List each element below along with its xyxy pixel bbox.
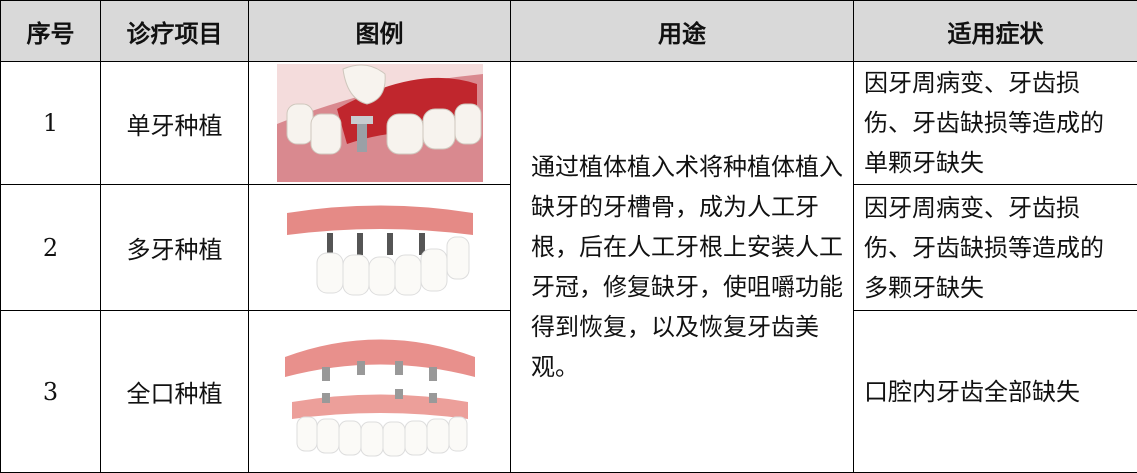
- header-cell: 图例: [248, 0, 511, 62]
- row-number: 3: [0, 310, 101, 473]
- full-implant-illustration: [284, 339, 475, 456]
- multi-implant-illustration: [286, 205, 473, 295]
- treatment-name: 全口种植: [100, 310, 249, 473]
- row: 1 单牙种植 通过植体植入术将种植体植入缺牙的牙槽骨，成为人工牙根，后在人工牙: [0, 61, 1137, 473]
- row: 2 多牙种植 因牙周病变、牙齿损伤、牙齿缺损等造成的多颗牙缺失: [0, 184, 1137, 311]
- usage-text: 通过植体植入术将种植体植入缺牙的牙槽骨，成为人工牙根，后在人工牙根上安装人工牙冠…: [510, 61, 854, 473]
- row-number: 1: [0, 61, 101, 185]
- illustration-cell: [248, 184, 511, 311]
- header-cell: 诊疗项目: [100, 0, 249, 62]
- illustration-cell: [248, 310, 511, 473]
- symptom: 口腔内牙齿全部缺失: [853, 310, 1137, 473]
- single-implant-illustration: [276, 64, 483, 182]
- treatment-name: 多牙种植: [100, 184, 249, 311]
- header-row: 序号 诊疗项目 图例 用途 适用症状: [0, 0, 1137, 62]
- row: 3 全口种植 口腔内牙齿全部缺失: [0, 310, 1137, 473]
- header-cell: 适用症状: [853, 0, 1137, 62]
- header-cell: 用途: [510, 0, 854, 62]
- treatment-name: 单牙种植: [100, 61, 249, 185]
- illustration-cell: [248, 61, 511, 185]
- symptom: 因牙周病变、牙齿损伤、牙齿缺损等造成的多颗牙缺失: [853, 184, 1137, 311]
- header-cell: 序号: [0, 0, 101, 62]
- row-number: 2: [0, 184, 101, 311]
- symptom: 因牙周病变、牙齿损伤、牙齿缺损等造成的单颗牙缺失: [853, 61, 1137, 185]
